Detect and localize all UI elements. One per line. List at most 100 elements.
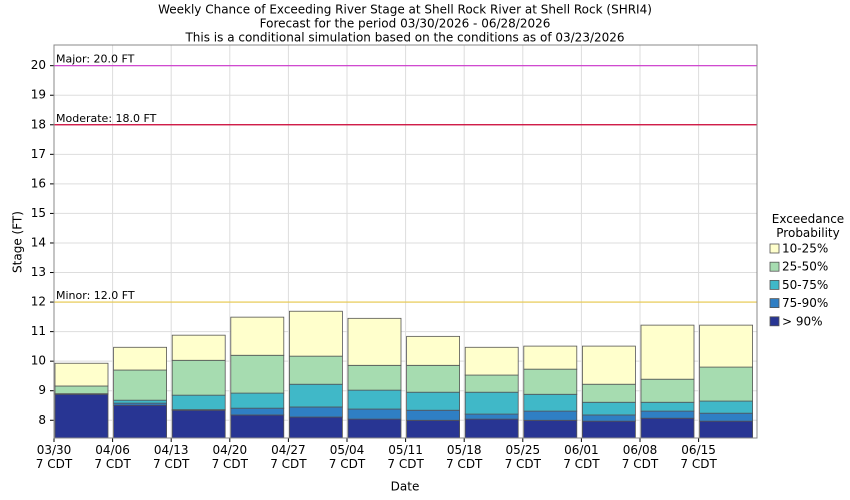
y-axis-label: Stage (FT)	[11, 211, 25, 273]
bar-segment	[230, 316, 285, 356]
bar-segment	[640, 324, 695, 380]
legend-swatch	[769, 279, 780, 290]
bar-segment	[54, 385, 109, 395]
y-tick-label: 17	[31, 147, 46, 161]
bar-segment	[523, 368, 578, 395]
bar-segment	[230, 407, 285, 416]
chart-subtitle: Forecast for the period 03/30/2026 - 06/…	[260, 17, 551, 31]
bar-segment	[582, 401, 636, 416]
bar-segment	[171, 394, 226, 411]
bar-segment	[230, 354, 285, 394]
bar-segment	[406, 409, 461, 421]
bar-segment	[640, 378, 695, 403]
bar-segment	[464, 391, 519, 415]
y-tick-label: 10	[31, 354, 46, 368]
y-tick-label: 19	[31, 88, 46, 102]
plot-frame	[53, 44, 758, 439]
bar-segment	[464, 413, 519, 420]
x-axis-label: Date	[391, 480, 420, 494]
y-tick-label: 18	[31, 117, 46, 131]
legend-label: 10-25%	[782, 242, 828, 256]
bar-segment	[699, 324, 753, 368]
chart-title: Weekly Chance of Exceeding River Stage a…	[158, 3, 652, 17]
bar-segment	[406, 391, 461, 411]
bar-segment	[288, 383, 343, 408]
y-tick-label: 12	[31, 295, 46, 309]
x-tick-label: 04/06 7 CDT	[94, 443, 131, 471]
y-tick-label: 13	[31, 265, 46, 279]
y-tick-label: 15	[31, 206, 46, 220]
x-tick-label: 06/01 7 CDT	[563, 443, 600, 471]
bar-segment	[699, 366, 753, 402]
legend-swatch	[769, 243, 780, 254]
legend-label: 25-50%	[782, 260, 828, 274]
bar-segment	[640, 417, 695, 439]
bar-segment	[406, 419, 461, 439]
y-tick-label: 20	[31, 58, 46, 72]
legend-title: Exceedance Probability	[771, 212, 845, 240]
legend-label: 75-90%	[782, 296, 828, 310]
bar-segment	[640, 410, 695, 419]
legend-label: > 90%	[782, 314, 823, 328]
bar-segment	[113, 346, 167, 371]
x-tick-label: 06/08 7 CDT	[621, 443, 659, 471]
bar-segment	[347, 317, 402, 366]
bar-segment	[113, 404, 167, 439]
bar-segment	[54, 393, 109, 439]
x-tick-label: 05/04 7 CDT	[328, 443, 366, 471]
bar-segment	[582, 420, 636, 439]
bar-segment	[582, 345, 636, 385]
bar-segment	[523, 393, 578, 412]
x-tick-label: 04/27 7 CDT	[270, 443, 307, 471]
bar-segment	[464, 418, 519, 439]
threshold-label: Major: 20.0 FT	[56, 53, 135, 66]
bar-segment	[230, 392, 285, 409]
bar-segment	[523, 410, 578, 421]
legend-swatch	[769, 298, 780, 309]
y-tick-label: 9	[38, 383, 46, 397]
legend-label: 50-75%	[782, 278, 828, 292]
bar-segment	[523, 345, 578, 370]
bar-segment	[464, 374, 519, 393]
x-tick-label: 03/30 7 CDT	[35, 443, 73, 471]
x-tick-label: 05/18 7 CDT	[445, 443, 483, 471]
legend-swatch	[769, 261, 780, 272]
bar-segment	[230, 414, 285, 439]
threshold-label: Moderate: 18.0 FT	[56, 112, 157, 125]
bar-segment	[523, 419, 578, 439]
threshold-label: Minor: 12.0 FT	[56, 289, 135, 302]
bar-segment	[288, 406, 343, 418]
bar-segment	[54, 362, 109, 387]
y-tick-label: 11	[31, 324, 46, 338]
bar-segment	[406, 364, 461, 393]
bar-segment	[288, 310, 343, 357]
x-tick-label: 04/13 7 CDT	[152, 443, 190, 471]
bar-segment	[699, 412, 753, 422]
bar-segment	[640, 401, 695, 412]
bar-segment	[347, 408, 402, 420]
bar-segment	[582, 383, 636, 403]
y-tick-label: 8	[38, 413, 46, 427]
bar-segment	[113, 399, 167, 404]
bar-segment	[288, 355, 343, 385]
bar-segment	[464, 346, 519, 376]
bar-segment	[699, 420, 753, 439]
bar-segment	[347, 364, 402, 391]
legend-swatch	[769, 316, 780, 327]
bar-segment	[171, 409, 226, 439]
bar-segment	[699, 400, 753, 414]
bar-segment	[582, 414, 636, 422]
bar-segment	[288, 416, 343, 439]
bar-segment	[171, 359, 226, 396]
y-tick-label: 14	[31, 235, 46, 249]
x-tick-label: 05/25 7 CDT	[504, 443, 541, 471]
x-tick-label: 05/11 7 CDT	[387, 443, 424, 471]
bar-segment	[113, 369, 167, 401]
x-tick-label: 04/20 7 CDT	[211, 443, 248, 471]
chart-subtitle: This is a conditional simulation based o…	[184, 31, 624, 45]
y-tick-label: 16	[31, 176, 46, 190]
bar-segment	[347, 418, 402, 439]
bar-segment	[171, 334, 226, 361]
